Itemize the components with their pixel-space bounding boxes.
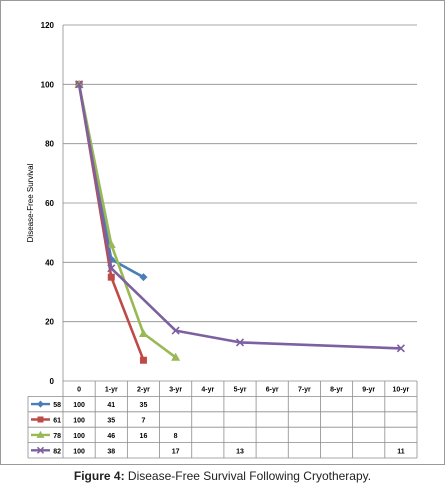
legend-marker xyxy=(36,446,45,454)
y-tick-label: 100 xyxy=(41,80,55,89)
y-tick-label: 60 xyxy=(45,199,54,208)
data-point xyxy=(171,326,180,335)
data-point xyxy=(171,352,181,361)
x-category-label: 8-yr xyxy=(330,387,343,394)
data-label: 100 xyxy=(73,448,85,455)
caption-label: Figure 4: xyxy=(73,469,125,483)
x-category-label: 10-yr xyxy=(393,387,410,394)
data-label: 35 xyxy=(107,418,115,425)
x-category-label: 6-yr xyxy=(266,387,279,394)
data-label: 100 xyxy=(73,418,85,425)
data-label: 11 xyxy=(397,448,405,455)
data-label: 8 xyxy=(174,433,178,440)
figure-caption: Figure 4: Disease-Free Survival Followin… xyxy=(0,469,445,483)
data-label: 13 xyxy=(236,448,244,455)
chart-border xyxy=(0,0,445,465)
data-point xyxy=(396,344,405,353)
data-label: 17 xyxy=(172,448,180,455)
y-axis-label: Disease-Free Survival xyxy=(26,163,35,242)
legend-marker xyxy=(37,416,44,423)
series-line-78 xyxy=(77,84,177,359)
data-label: 100 xyxy=(73,433,85,440)
data-point xyxy=(107,264,116,273)
data-label: 41 xyxy=(107,402,115,409)
data-label: 100 xyxy=(73,402,85,409)
data-point xyxy=(139,273,148,282)
legend-marker xyxy=(36,430,45,438)
x-category-label: 1-yr xyxy=(105,387,118,394)
x-category-label: 9-yr xyxy=(362,387,375,394)
y-tick-label: 120 xyxy=(41,21,55,30)
data-point xyxy=(235,338,245,347)
data-point xyxy=(138,329,148,338)
legend-label-58: 58 xyxy=(53,402,61,409)
data-label: 46 xyxy=(107,433,115,440)
y-tick-label: 20 xyxy=(45,318,54,327)
legend-label-78: 78 xyxy=(53,433,61,440)
data-label: 16 xyxy=(140,433,148,440)
data-point xyxy=(75,80,84,89)
data-point xyxy=(107,273,115,281)
caption-text: Disease-Free Survival Following Cryother… xyxy=(124,469,372,483)
y-tick-label: 40 xyxy=(45,258,54,267)
data-point xyxy=(106,240,116,249)
x-category-label: 4-yr xyxy=(201,387,214,394)
x-category-label: 7-yr xyxy=(298,387,311,394)
x-category-label: 3-yr xyxy=(169,387,182,394)
data-label: 38 xyxy=(107,448,115,455)
y-tick-label: 80 xyxy=(45,140,54,149)
x-category-label: 0 xyxy=(77,387,81,394)
data-point xyxy=(139,356,147,364)
legend-label-61: 61 xyxy=(53,418,61,425)
data-label: 7 xyxy=(142,418,146,425)
x-category-label: 5-yr xyxy=(234,387,247,394)
data-label: 35 xyxy=(140,402,148,409)
x-category-label: 2-yr xyxy=(137,387,150,394)
legend-label-82: 82 xyxy=(53,448,61,455)
y-tick-label: 0 xyxy=(50,377,55,386)
legend-marker xyxy=(37,400,44,408)
disease-free-survival-chart: 0 20 40 60 80 100 120 Disease-Free Survival 0 1… xyxy=(0,0,445,465)
